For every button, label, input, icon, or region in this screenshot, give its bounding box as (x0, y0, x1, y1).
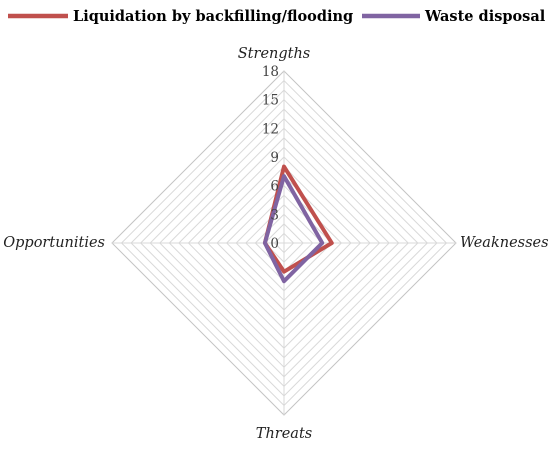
radar-grid (111, 70, 457, 416)
data-point (282, 174, 286, 178)
legend-label-series-1: Liquidation by backfilling/flooding (73, 8, 353, 25)
data-point (282, 164, 286, 169)
axis-labels: Strengths Weaknesses Threats Opportuniti… (3, 46, 548, 442)
tick-label: 3 (270, 207, 279, 223)
tick-label: 0 (270, 236, 279, 252)
tick-labels: 0 3 6 9 12 15 18 (262, 64, 279, 252)
axis-label-weaknesses: Weaknesses (460, 235, 549, 251)
axis-label-opportunities: Opportunities (3, 235, 105, 251)
data-point (282, 279, 286, 283)
axis-label-threats: Threats (256, 426, 312, 442)
series-group (262, 164, 334, 284)
legend-label-series-2: Waste disposal (424, 8, 546, 25)
data-point (330, 241, 334, 245)
axis-label-strengths: Strengths (238, 46, 311, 62)
data-point (320, 241, 324, 245)
data-point (263, 241, 267, 245)
data-point (282, 270, 286, 274)
legend: Liquidation by backfilling/flooding Wast… (8, 8, 546, 25)
tick-label: 18 (262, 64, 279, 80)
tick-label: 6 (270, 179, 279, 195)
tick-label: 9 (270, 150, 279, 166)
tick-label: 15 (262, 93, 279, 109)
tick-label: 12 (262, 121, 279, 137)
